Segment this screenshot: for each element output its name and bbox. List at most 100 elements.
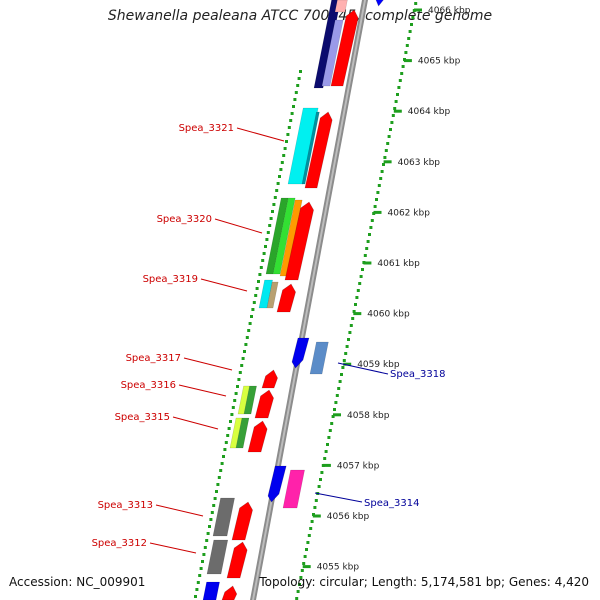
kbp-label: 4055 kbp bbox=[317, 563, 360, 573]
scale-dot bbox=[345, 345, 349, 348]
label-connector bbox=[214, 218, 263, 234]
gene-label[interactable]: Spea_3312 bbox=[92, 538, 147, 549]
scale-dot bbox=[358, 282, 362, 285]
feature-track-dot bbox=[212, 504, 216, 507]
feature-track-dot bbox=[286, 133, 290, 136]
label-connector bbox=[236, 127, 285, 142]
feature-track-dot bbox=[289, 119, 293, 122]
kbp-label: 4060 kbp bbox=[367, 310, 410, 320]
backbone bbox=[250, 0, 368, 600]
scale-dot bbox=[355, 296, 359, 299]
feature-track-dot bbox=[296, 84, 300, 87]
gene-block-gray bbox=[206, 539, 229, 575]
scale-dot bbox=[349, 324, 353, 327]
feature-track-dot bbox=[265, 238, 269, 241]
feature-track-dot bbox=[264, 245, 267, 248]
feature-track-dot bbox=[237, 378, 241, 381]
feature-track-dot bbox=[251, 308, 255, 311]
scale-dot bbox=[310, 520, 314, 523]
scale-dot bbox=[387, 135, 391, 138]
feature-track-dot bbox=[293, 98, 297, 101]
kbp-label: 4059 kbp bbox=[357, 360, 400, 370]
scale-dot bbox=[363, 254, 367, 257]
feature-track-dot bbox=[287, 126, 291, 129]
feature-track-dot bbox=[238, 371, 242, 374]
scale-dot bbox=[382, 163, 385, 166]
gene-label[interactable]: Spea_3315 bbox=[115, 412, 170, 423]
tick-track bbox=[194, 2, 418, 600]
gene-label[interactable]: Spea_3318 bbox=[390, 369, 445, 380]
scale-dot bbox=[379, 177, 383, 180]
scale-dot bbox=[410, 23, 413, 26]
major-tick bbox=[383, 160, 392, 164]
gene-arrow-blue bbox=[291, 337, 310, 369]
gene-label[interactable]: Spea_3319 bbox=[143, 274, 198, 285]
scale-dot bbox=[302, 562, 306, 565]
gene-label[interactable]: Spea_3321 bbox=[179, 123, 234, 134]
gene-labels: Spea_3321 Spea_3320 Spea_3319 Spea_3317 Spea… bbox=[92, 123, 445, 554]
gene-block-cyan bbox=[287, 107, 319, 185]
scale-dot bbox=[393, 107, 397, 110]
feature-track-dot bbox=[203, 546, 207, 549]
feature-track-dot bbox=[248, 322, 252, 325]
kbp-label: 4065 kbp bbox=[418, 57, 461, 67]
scale-dot bbox=[313, 506, 317, 509]
backbone-strand-highlight bbox=[252, 0, 366, 600]
gene-arrow-red bbox=[221, 585, 238, 600]
feature-track-dot bbox=[216, 483, 220, 486]
scale-dot bbox=[338, 380, 342, 383]
scale-dot bbox=[323, 457, 327, 460]
feature-track-dot bbox=[262, 252, 266, 255]
scale-dot bbox=[326, 443, 329, 446]
feature-track-dot bbox=[194, 595, 197, 598]
scale-dot bbox=[328, 429, 332, 432]
scale-dot bbox=[368, 233, 371, 236]
scale-dot bbox=[352, 310, 356, 313]
kbp-label: 4064 kbp bbox=[408, 107, 451, 117]
scale-dot bbox=[327, 436, 331, 439]
gene-block-pink bbox=[334, 0, 348, 13]
label-connector bbox=[149, 542, 197, 554]
feature-track-dot bbox=[208, 525, 211, 528]
gene-block-orange bbox=[279, 199, 303, 277]
gene-label[interactable]: Spea_3314 bbox=[364, 498, 419, 509]
major-tick bbox=[333, 413, 341, 417]
scale-dot bbox=[341, 366, 345, 369]
scale-dot bbox=[396, 93, 399, 96]
gene-features bbox=[202, 0, 384, 600]
feature-track-dot bbox=[229, 420, 232, 423]
feature-track-dot bbox=[280, 161, 284, 164]
major-tick bbox=[302, 565, 311, 569]
scale-dot bbox=[317, 485, 321, 488]
gene-label[interactable]: Spea_3316 bbox=[121, 380, 176, 391]
scale-dot bbox=[377, 184, 381, 187]
scale-dot bbox=[408, 30, 412, 33]
feature-track-dot bbox=[213, 497, 217, 500]
feature-track-dot bbox=[196, 581, 200, 584]
scale-dot bbox=[300, 569, 304, 572]
topology-summary: Topology: circular; Length: 5,174,581 bp… bbox=[259, 575, 589, 589]
scale-dot bbox=[366, 240, 370, 243]
gene-label[interactable]: Spea_3320 bbox=[157, 214, 212, 225]
scale-dot bbox=[375, 198, 378, 201]
feature-track-dot bbox=[282, 154, 286, 157]
feature-track-dot bbox=[231, 406, 235, 409]
scale-dot bbox=[390, 121, 394, 124]
gene-arrow-blue bbox=[267, 465, 287, 503]
kbp-label: 4056 kbp bbox=[327, 512, 370, 522]
feature-track-dot bbox=[258, 273, 262, 276]
major-tick bbox=[353, 312, 362, 316]
feature-track-dot bbox=[223, 448, 227, 451]
feature-track-dot bbox=[279, 168, 283, 171]
gene-label[interactable]: Spea_3317 bbox=[126, 353, 181, 364]
feature-track-dot bbox=[278, 175, 281, 178]
feature-track-dot bbox=[205, 539, 209, 542]
label-connector bbox=[337, 362, 389, 375]
gene-label[interactable]: Spea_3313 bbox=[98, 500, 153, 511]
gene-arrow-red bbox=[304, 111, 333, 189]
feature-track-dot bbox=[209, 518, 213, 521]
scale-dot bbox=[348, 331, 352, 334]
scale-dot bbox=[334, 401, 338, 404]
scale-dot bbox=[391, 114, 395, 117]
feature-track-dot bbox=[285, 140, 288, 143]
